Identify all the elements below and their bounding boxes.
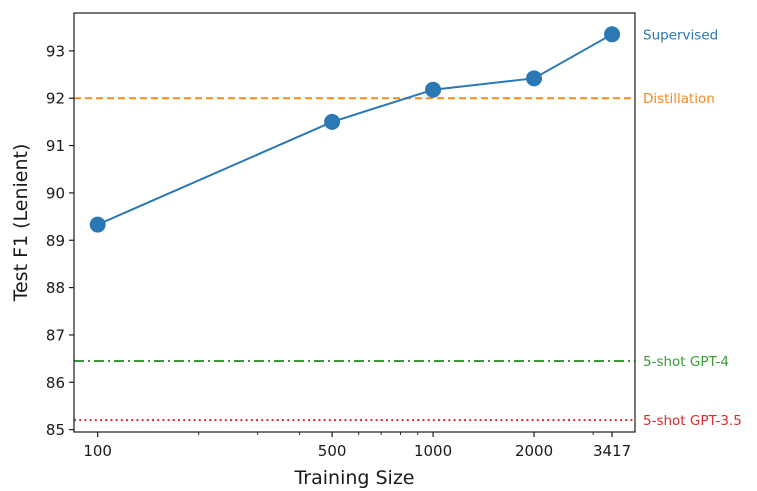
reference-line-label: 5-shot GPT-4 [643, 354, 729, 370]
reference-lines: Distillation 5-shot GPT-4 5-shot GPT-3.5 [74, 91, 742, 429]
y-tick-label: 87 [46, 326, 65, 344]
x-axis-title: Training Size [293, 467, 414, 489]
axes: 85 86 87 88 89 90 91 92 93 100 500 1000 2000 3417 [46, 12, 636, 460]
data-point [324, 113, 341, 130]
series-label: Supervised [643, 27, 718, 43]
series-layer: Supervised [89, 26, 718, 233]
x-tick-label: 100 [83, 442, 112, 460]
y-axis-title: Test F1 (Lenient) [10, 144, 32, 303]
y-tick-label: 89 [46, 232, 65, 250]
y-tick-label: 92 [46, 90, 65, 108]
reference-line-label: 5-shot GPT-3.5 [643, 413, 742, 429]
y-tick-label: 86 [46, 374, 65, 392]
data-point [604, 26, 621, 43]
y-tick-label: 91 [46, 137, 65, 155]
y-tick-label: 88 [46, 279, 65, 297]
series-line [97, 33, 613, 226]
x-tick-label: 500 [318, 442, 347, 460]
x-tick-label: 3417 [593, 442, 631, 460]
y-tick-label: 93 [46, 42, 65, 60]
reference-line-label: Distillation [643, 91, 715, 107]
y-tick-label: 85 [46, 421, 65, 439]
data-point [425, 81, 442, 98]
data-point [526, 70, 543, 87]
y-tick-label: 90 [46, 184, 65, 202]
data-point [89, 216, 106, 233]
plot-frame [73, 12, 636, 433]
x-tick-label: 1000 [414, 442, 452, 460]
x-tick-label: 2000 [515, 442, 553, 460]
